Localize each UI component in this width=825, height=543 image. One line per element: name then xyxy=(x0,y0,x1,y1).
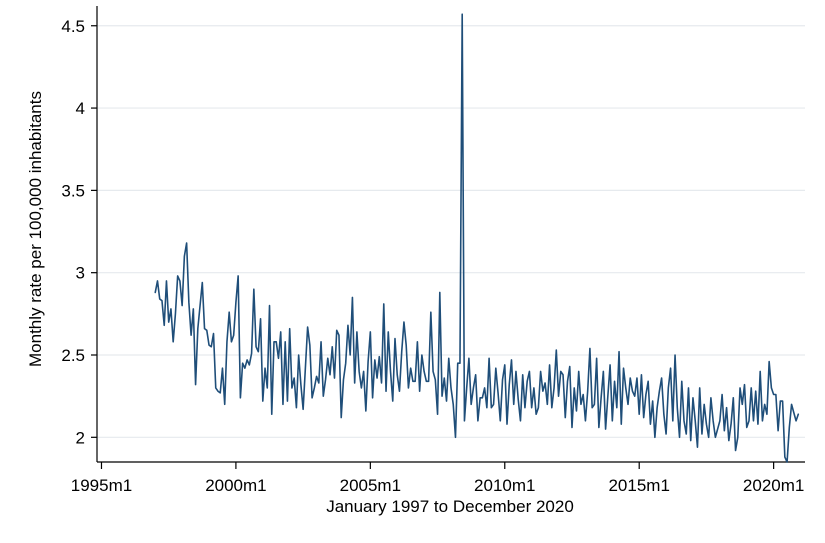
x-tick-label: 1995m1 xyxy=(71,476,132,495)
x-tick-label: 2015m1 xyxy=(608,476,669,495)
y-tick-label: 2.5 xyxy=(61,346,85,365)
y-tick-label: 4 xyxy=(76,99,85,118)
y-tick-label: 3 xyxy=(76,264,85,283)
y-axis-title: Monthly rate per 100,000 inhabitants xyxy=(26,91,45,367)
x-tick-label: 2000m1 xyxy=(205,476,266,495)
y-tick-label: 2 xyxy=(76,428,85,447)
y-tick-label: 4.5 xyxy=(61,17,85,36)
x-axis-title: January 1997 to December 2020 xyxy=(326,497,574,516)
x-tick-label: 2010m1 xyxy=(474,476,535,495)
x-tick-label: 2020m1 xyxy=(743,476,804,495)
series-line-0 xyxy=(154,13,800,463)
tick-labels: 2 2.5 3 3.5 4 4.5 1995m1 2000m1 2005m1 2010m1 2015… xyxy=(61,17,804,495)
series-layer xyxy=(154,13,800,463)
y-tick-label: 3.5 xyxy=(61,181,85,200)
axes xyxy=(91,6,805,469)
x-tick-label: 2005m1 xyxy=(340,476,401,495)
